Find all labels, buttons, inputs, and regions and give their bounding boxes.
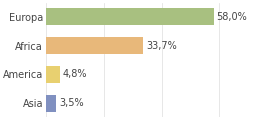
Text: 58,0%: 58,0% [216,12,247,22]
Text: 33,7%: 33,7% [146,41,177,51]
Bar [46,8,214,25]
Bar [46,66,60,83]
Text: 3,5%: 3,5% [59,98,83,108]
Bar [46,95,56,112]
Text: 4,8%: 4,8% [63,69,87,79]
Bar [46,37,143,54]
